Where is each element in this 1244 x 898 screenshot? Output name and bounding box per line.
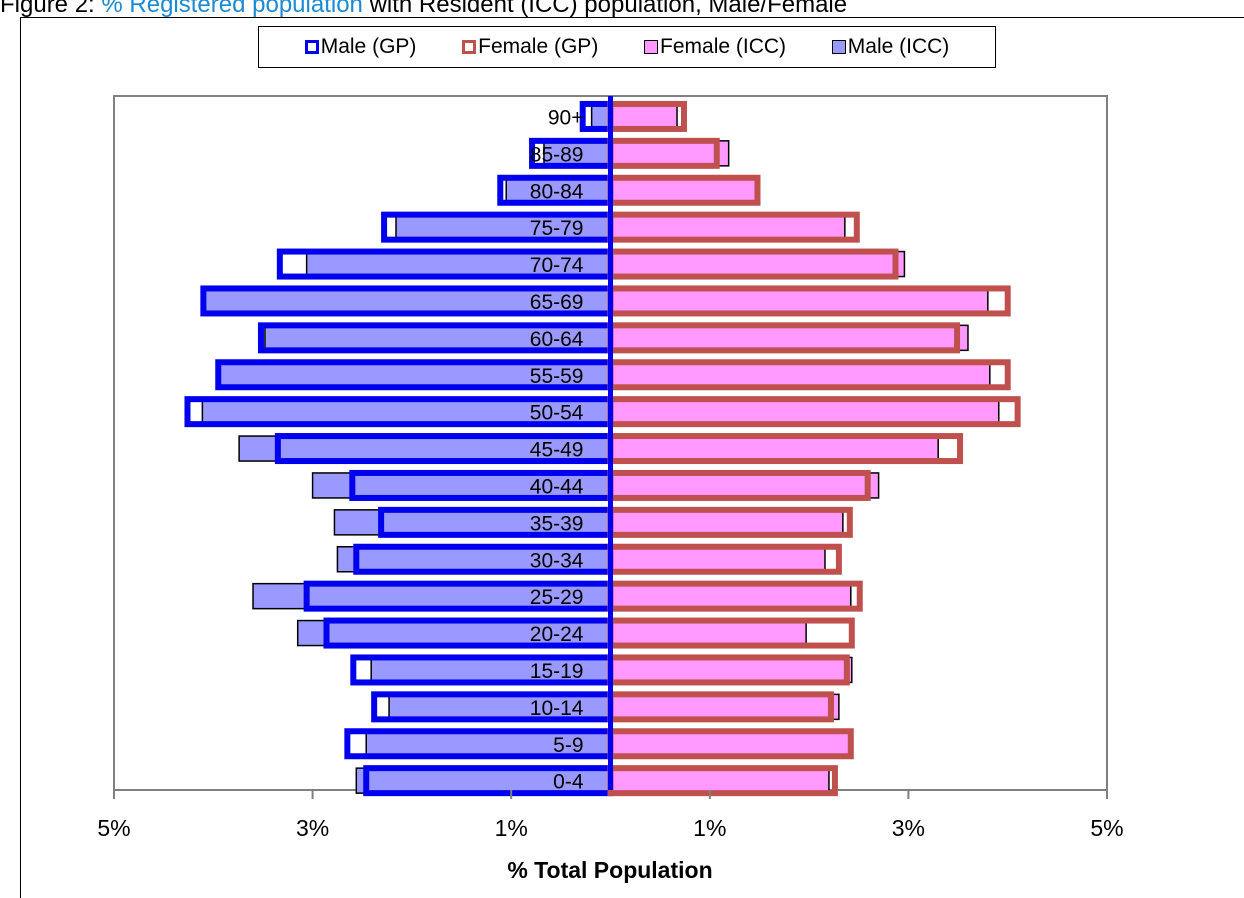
figure-title-link[interactable]: % Registered population [101, 0, 363, 18]
category-label-30-34: 30-34 [530, 549, 584, 572]
bar-female-icc-5-9 [609, 730, 850, 757]
category-label-20-24: 20-24 [530, 623, 584, 646]
bar-male-icc-70-74 [305, 250, 612, 278]
category-label-90+: 90+ [548, 106, 584, 129]
figure-title-prefix: Figure 2: [0, 0, 102, 18]
bar-female-icc-90+ [609, 103, 678, 130]
legend-label-male-icc: Male (ICC) [847, 35, 950, 58]
bar-female-icc-60-64 [609, 324, 969, 352]
category-label-75-79: 75-79 [530, 217, 584, 240]
bar-female-icc-70-74 [609, 250, 906, 278]
legend-label-female-icc: Female (ICC) [660, 35, 787, 58]
bar-male-icc-60-64 [264, 324, 612, 352]
category-label-65-69: 65-69 [530, 291, 584, 314]
x-tick-label-4: 3% [892, 815, 925, 841]
bar-female-icc-10-14 [609, 693, 840, 721]
category-label-10-14: 10-14 [530, 697, 584, 720]
legend-swatch-female-icc [644, 40, 659, 54]
bar-female-icc-30-34 [609, 546, 826, 573]
legend-item-female-icc: Female (ICC) [644, 35, 786, 59]
category-label-25-29: 25-29 [530, 586, 584, 609]
category-label-5-9: 5-9 [553, 734, 583, 757]
legend-swatch-male-icc [831, 40, 846, 54]
frame-top-border [20, 17, 1244, 18]
category-label-45-49: 45-49 [530, 439, 584, 462]
x-axis-title: % Total Population [507, 857, 713, 883]
bar-male-icc-55-59 [218, 361, 612, 388]
legend-label-male-gp: Male (GP) [320, 35, 417, 58]
bar-female-icc-55-59 [609, 361, 991, 388]
category-label-85-89: 85-89 [530, 143, 584, 166]
x-tick-label-3: 1% [693, 815, 726, 841]
bar-female-icc-0-4 [609, 767, 830, 794]
category-label-70-74: 70-74 [530, 254, 584, 277]
bar-female-icc-40-44 [609, 472, 880, 499]
bar-female-icc-75-79 [609, 213, 846, 241]
x-tick-label-2: 1% [495, 815, 528, 841]
bar-female-icc-45-49 [609, 435, 939, 462]
bar-female-icc-50-54 [609, 398, 1000, 425]
category-label-35-39: 35-39 [530, 512, 584, 535]
bar-female-icc-20-24 [609, 619, 807, 647]
bar-male-icc-45-49 [238, 435, 612, 462]
figure-title-suffix: with Resident (ICC) population, Male/Fem… [362, 0, 848, 18]
x-tick-label-1: 3% [296, 815, 329, 841]
category-label-80-84: 80-84 [530, 180, 584, 203]
category-label-55-59: 55-59 [530, 365, 584, 388]
bar-female-icc-25-29 [609, 582, 852, 610]
bar-female-icc-35-39 [609, 509, 844, 536]
bar-female-icc-80-84 [609, 177, 761, 204]
frame-left-border [20, 17, 21, 898]
legend-item-male-gp: Male (GP) [304, 35, 417, 59]
category-label-40-44: 40-44 [530, 475, 584, 498]
bar-male-icc-25-29 [252, 582, 612, 610]
category-label-15-19: 15-19 [530, 660, 584, 683]
category-label-0-4: 0-4 [553, 771, 584, 794]
x-tick-label-5: 5% [1090, 815, 1123, 841]
bar-female-icc-85-89 [609, 140, 730, 167]
category-label-50-54: 50-54 [530, 402, 584, 425]
legend-item-male-icc: Male (ICC) [831, 35, 950, 59]
category-label-60-64: 60-64 [530, 328, 584, 351]
chart-legend: Male (GP) Female (GP) Female (ICC) Male … [258, 26, 996, 68]
x-tick-label-0: 5% [97, 815, 130, 841]
bar-male-icc-40-44 [311, 472, 612, 499]
legend-label-female-gp: Female (GP) [478, 35, 599, 58]
legend-swatch-female-gp [462, 40, 477, 54]
legend-item-female-gp: Female (GP) [462, 35, 598, 59]
bar-female-icc-15-19 [609, 656, 853, 684]
figure-title: Figure 2: % Registered population with R… [0, 0, 847, 19]
legend-swatch-male-gp [304, 40, 319, 54]
bar-female-icc-65-69 [609, 287, 989, 315]
